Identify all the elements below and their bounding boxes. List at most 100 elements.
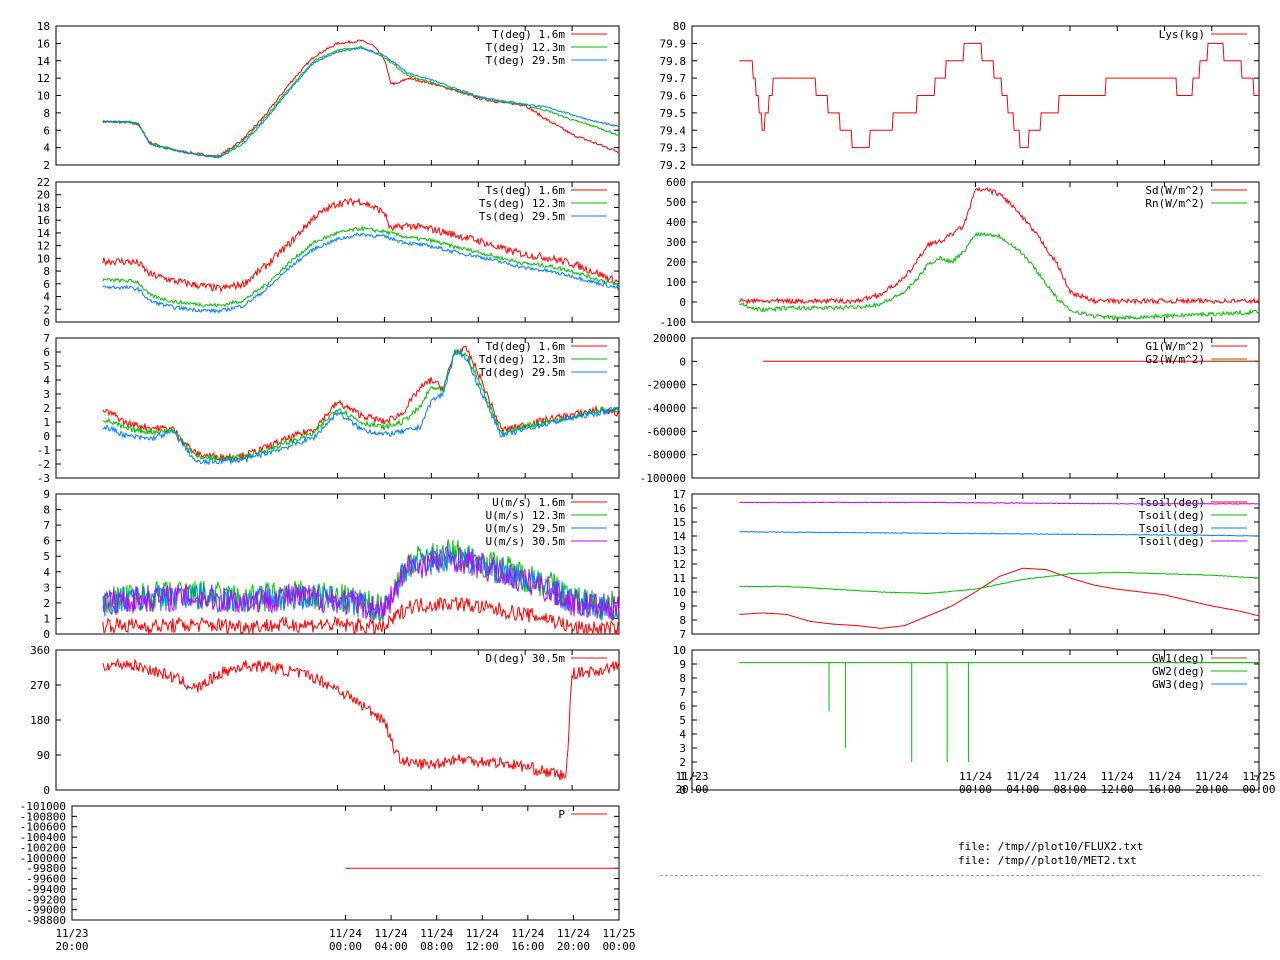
y-tick-label: 79.8 xyxy=(660,55,687,68)
y-tick-label: 100 xyxy=(666,276,686,289)
y-tick-label: -99400 xyxy=(26,883,66,896)
x-tick-label: 11/24 xyxy=(1053,770,1086,783)
legend-label: Ts(deg) 12.3m xyxy=(479,197,565,210)
y-tick-label: 18 xyxy=(37,20,50,33)
y-tick-label: 16 xyxy=(37,37,50,50)
legend-label: U(m/s) 29.5m xyxy=(486,522,566,535)
x-tick-label: 11/24 xyxy=(1148,770,1181,783)
y-tick-label: 0 xyxy=(679,784,686,797)
panel-soil-temp: 1716151413121110987Tsoil(deg)Tsoil(deg)T… xyxy=(673,488,1260,641)
y-tick-label: 16 xyxy=(37,214,50,227)
legend-label: Rn(W/m^2) xyxy=(1145,197,1205,210)
y-tick-label: -101000 xyxy=(20,800,66,813)
y-tick-label: 3 xyxy=(43,388,50,401)
y-tick-label: 80 xyxy=(673,20,686,33)
y-tick-label: 90 xyxy=(37,749,50,762)
x-tick-label: 11/25 xyxy=(602,927,635,940)
legend-label: U(m/s) 1.6m xyxy=(492,496,565,509)
y-tick-label: 9 xyxy=(43,488,50,501)
legend-label: U(m/s) 30.5m xyxy=(486,535,566,548)
x-tick-label: 00:00 xyxy=(329,940,362,953)
y-tick-label: 300 xyxy=(666,236,686,249)
y-tick-label: 2 xyxy=(43,597,50,610)
x-tick-label: 11/24 xyxy=(375,927,408,940)
legend-label: Td(deg) 29.5m xyxy=(479,366,565,379)
y-tick-label: 200 xyxy=(666,256,686,269)
series-line xyxy=(739,567,1260,629)
y-tick-label: -80000 xyxy=(646,449,686,462)
y-tick-label: -99200 xyxy=(26,893,66,906)
panel-air-temp: 18 16 14 12 10 8 6 4 2 T(deg) 1.6mT(deg) 12.3mT(d… xyxy=(37,20,620,172)
panel-wind-direction: 360 270 180 90 0 D(deg) 30.5m xyxy=(30,644,620,797)
y-tick-label: 22 xyxy=(37,176,50,189)
y-tick-label: 13 xyxy=(673,544,686,557)
y-tick-label: -100000 xyxy=(640,472,686,485)
legend-label: GW2(deg) xyxy=(1152,665,1205,678)
y-tick-label: 11 xyxy=(673,572,686,585)
x-tick-label: 11/24 xyxy=(329,927,362,940)
y-tick-label: 0 xyxy=(43,430,50,443)
series-line xyxy=(102,657,620,781)
y-tick-label: 9 xyxy=(679,658,686,671)
y-tick-label: 79.6 xyxy=(660,90,687,103)
y-tick-label: 0 xyxy=(43,316,50,329)
divider xyxy=(660,875,1260,876)
series-line xyxy=(738,186,1260,306)
y-tick-label: 4 xyxy=(43,291,50,304)
x-tick-label: 04:00 xyxy=(1006,783,1039,796)
y-tick-label: 0 xyxy=(679,296,686,309)
y-tick-label: 4 xyxy=(43,374,50,387)
series-line xyxy=(739,571,1260,595)
y-tick-label: 0 xyxy=(43,628,50,641)
file-line-met: file: /tmp//plot10/MET2.txt xyxy=(958,854,1137,867)
legend-label: Ts(deg) 1.6m xyxy=(486,184,566,197)
x-tick-label: 16:00 xyxy=(1148,783,1181,796)
y-tick-label: 7 xyxy=(43,519,50,532)
y-tick-label: 12 xyxy=(37,72,50,85)
file-line-flux: file: /tmp//plot10/FLUX2.txt xyxy=(958,840,1144,853)
y-tick-label: -40000 xyxy=(646,402,686,415)
y-tick-label: 3 xyxy=(679,742,686,755)
y-tick-label: 20 xyxy=(37,189,50,202)
y-tick-label: 8 xyxy=(43,504,50,517)
y-tick-label: 79.3 xyxy=(660,142,687,155)
legend-label: Tsoil(deg) xyxy=(1139,535,1205,548)
x-tick-label: 00:00 xyxy=(1242,783,1275,796)
y-tick-label: -100000 xyxy=(20,852,66,865)
x-tick-label: 11/25 xyxy=(1242,770,1275,783)
y-tick-label: -3 xyxy=(37,472,50,485)
y-tick-label: -2 xyxy=(37,458,50,471)
x-tick-label: 00:00 xyxy=(602,940,635,953)
y-tick-label: 7 xyxy=(679,628,686,641)
x-tick-label: 12:00 xyxy=(1101,783,1134,796)
y-tick-label: 79.2 xyxy=(660,159,687,172)
y-tick-label: -100 xyxy=(660,316,687,329)
series-line xyxy=(102,46,620,159)
legend-label: Lys(kg) xyxy=(1159,28,1205,41)
y-tick-label: 6 xyxy=(679,700,686,713)
y-tick-label: 12 xyxy=(673,558,686,571)
x-tick-label: 04:00 xyxy=(375,940,408,953)
x-tick-label: 20:00 xyxy=(55,940,88,953)
y-tick-label: 2 xyxy=(679,756,686,769)
y-tick-label: 10 xyxy=(673,586,686,599)
y-tick-label: -60000 xyxy=(646,425,686,438)
legend-label: Td(deg) 1.6m xyxy=(486,340,566,353)
y-tick-label: -1 xyxy=(37,444,50,457)
plot-frame xyxy=(691,25,1260,166)
y-tick-label: 12 xyxy=(37,240,50,253)
y-tick-label: -99600 xyxy=(26,873,66,886)
y-tick-label: 79.7 xyxy=(660,72,687,85)
x-tick-label: 08:00 xyxy=(420,940,453,953)
series-line xyxy=(739,42,1259,149)
y-tick-label: 79.5 xyxy=(660,107,687,120)
plot-frame xyxy=(55,649,620,791)
series-line xyxy=(102,348,620,462)
y-tick-label: -20000 xyxy=(646,379,686,392)
y-tick-label: 17 xyxy=(673,488,686,501)
x-tick-label: 00:00 xyxy=(959,783,992,796)
series-line xyxy=(102,232,620,315)
legend-label: T(deg) 1.6m xyxy=(492,28,565,41)
